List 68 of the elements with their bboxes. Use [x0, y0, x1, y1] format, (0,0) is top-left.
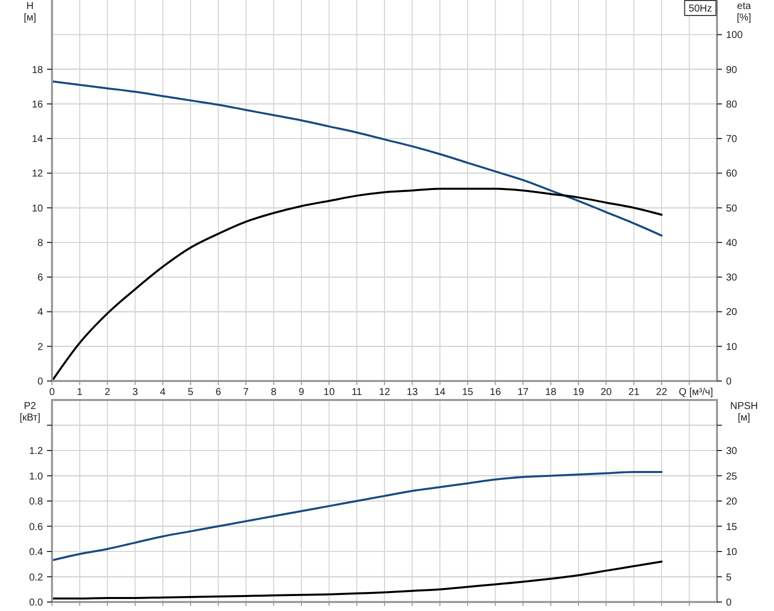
x-tick-label: 11 [352, 387, 362, 398]
y2-tick-label: 40 [726, 238, 738, 249]
y2-tick-label: 60 [726, 168, 738, 180]
y2-tick-label: 10 [726, 547, 738, 558]
y-tick-label: 14 [32, 134, 44, 146]
y2-tick-label: 50 [726, 203, 738, 214]
y2-tick-label: 5 [726, 572, 732, 584]
line-series [51, 188, 663, 382]
line-series [51, 80, 663, 237]
x-axis-title: Q [м³/ч] [678, 387, 714, 398]
y-tick-label: 12 [32, 168, 44, 180]
x-tick-label: 3 [132, 387, 138, 398]
x-tick-label: 9 [298, 387, 305, 398]
x-tick-label: 6 [215, 387, 222, 398]
y-tick-label: 0.8 [29, 496, 44, 508]
y-tick-label: 10 [32, 203, 44, 214]
y2-tick-label: 100 [726, 30, 744, 42]
x-tick-label: 19 [572, 387, 584, 398]
y-axis-title: H [м] [24, 1, 36, 24]
y-tick-label: 0.2 [29, 572, 44, 584]
y-tick-label: 8 [37, 238, 44, 249]
x-tick-label: 5 [188, 387, 194, 398]
y2-tick-label: 80 [726, 99, 738, 110]
y2-tick-label: 70 [726, 134, 738, 146]
y2-axis-title: eta [%] [736, 1, 752, 24]
y-tick-label: 0.0 [29, 598, 44, 608]
x-tick-label: 7 [243, 387, 250, 398]
y2-axis-title: NPSH [м] [730, 401, 758, 424]
y-tick-label: 6 [37, 272, 44, 284]
y-tick-label: 16 [32, 99, 44, 110]
y2-tick-label: 0 [726, 376, 732, 388]
x-tick-label: 22 [656, 387, 668, 398]
line-series [51, 470, 663, 562]
x-tick-label: 14 [434, 387, 446, 398]
x-tick-label: 20 [600, 387, 612, 398]
y2-tick-label: 30 [726, 446, 738, 457]
y-tick-label: 4 [37, 307, 44, 318]
x-tick-label: 1 [76, 387, 83, 398]
x-tick-label: 13 [406, 387, 418, 398]
y-tick-label: 0.6 [29, 522, 44, 533]
x-tick-label: 15 [462, 387, 474, 398]
y2-tick-label: 30 [726, 272, 738, 284]
y-tick-label: 0.4 [29, 547, 44, 558]
x-tick-label: 0 [49, 387, 56, 398]
x-tick-label: 12 [378, 387, 390, 398]
y-tick-label: 2 [37, 342, 44, 353]
y2-tick-label: 20 [726, 307, 738, 318]
x-tick-label: 17 [517, 387, 530, 398]
x-tick-label: 21 [628, 387, 640, 398]
y2-tick-label: 0 [726, 598, 732, 608]
y-tick-label: 1.2 [29, 446, 44, 457]
x-tick-label: 4 [160, 387, 166, 398]
x-tick-label: 8 [270, 387, 277, 398]
y-axis-title: P2 [кВт] [20, 401, 41, 424]
y2-tick-label: 10 [726, 342, 738, 353]
y-tick-label: 1.0 [29, 471, 44, 482]
x-tick-label: 10 [324, 387, 336, 398]
y-tick-label: 0 [37, 376, 44, 388]
x-tick-label: 2 [104, 387, 111, 398]
x-tick-label: 18 [545, 387, 557, 398]
line-series [51, 560, 663, 600]
y2-tick-label: 25 [726, 471, 738, 482]
x-tick-label: 16 [490, 387, 502, 398]
y2-tick-label: 90 [726, 64, 738, 76]
y2-tick-label: 15 [726, 522, 738, 533]
y-tick-label: 18 [32, 64, 44, 76]
y2-tick-label: 20 [726, 496, 738, 508]
annotation: 50Hz [688, 4, 712, 14]
